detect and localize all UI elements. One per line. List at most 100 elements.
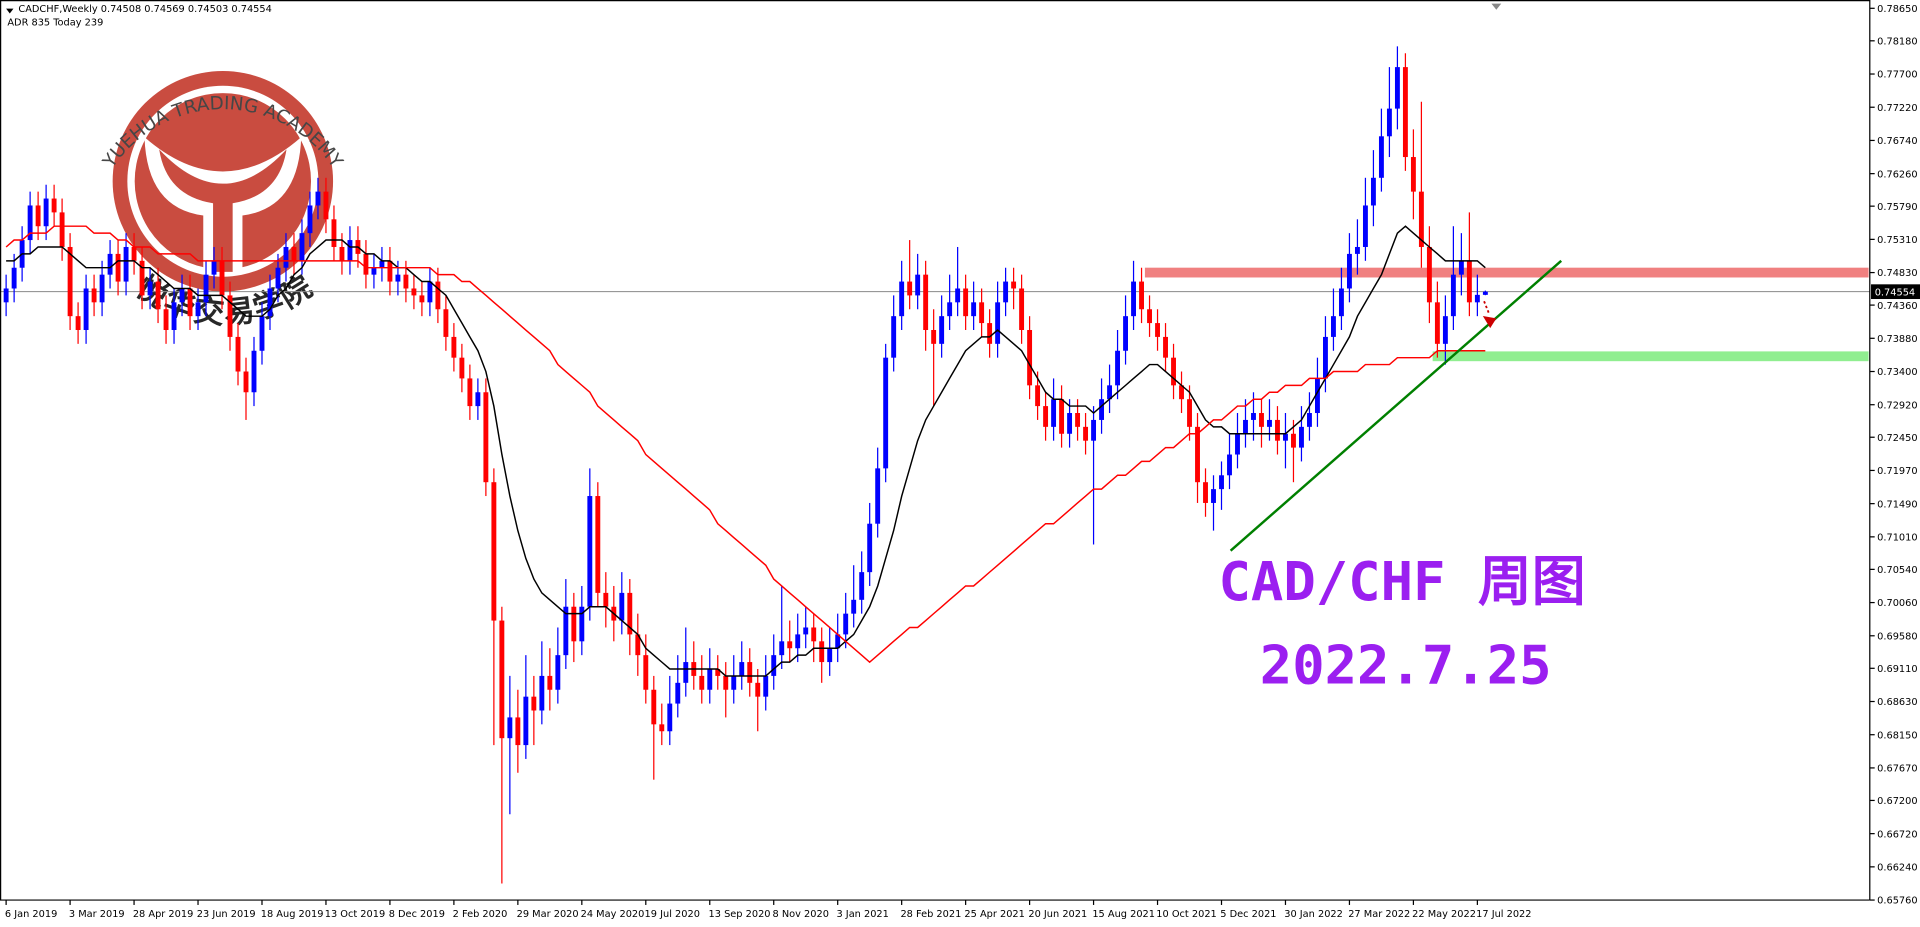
x-tick-label: 8 Dec 2019 [389, 909, 445, 920]
candle-body [1115, 350, 1121, 386]
candle-body [675, 682, 681, 704]
y-tick-label: 0.75790 [1877, 202, 1917, 213]
candle-body [123, 246, 129, 282]
y-tick-label: 0.78180 [1877, 36, 1917, 47]
x-tick-label: 15 Aug 2021 [1092, 909, 1155, 920]
candle-body [811, 627, 817, 642]
candle-body [1275, 419, 1280, 441]
menu-marker [6, 8, 14, 14]
candle-body [1354, 246, 1360, 254]
candle-body [1394, 67, 1400, 109]
candle-body [763, 675, 769, 697]
y-tick-label: 0.73400 [1877, 367, 1917, 378]
level-band [1144, 267, 1869, 278]
candle-body [1466, 260, 1472, 303]
candle-body [531, 696, 537, 711]
candle-body [499, 620, 505, 739]
y-tick-label: 0.73880 [1877, 334, 1917, 345]
candle-body [931, 329, 937, 344]
candle-body [1346, 253, 1352, 289]
candle-body [603, 592, 609, 607]
candle-body [859, 572, 865, 600]
price-tag-label: 0.74554 [1875, 287, 1915, 298]
y-tick-label: 0.78650 [1877, 4, 1917, 15]
candle-body [27, 205, 33, 241]
candle-body [595, 496, 601, 593]
candle-body [755, 682, 761, 697]
x-tick-label: 13 Sep 2020 [709, 909, 771, 920]
candle-body [1450, 274, 1456, 317]
y-tick-label: 0.65760 [1877, 896, 1917, 907]
y-tick-label: 0.76740 [1877, 136, 1917, 147]
x-tick-label: 18 Aug 2019 [261, 909, 324, 920]
candle-body [659, 724, 665, 732]
candle-body [643, 655, 649, 690]
x-tick-label: 24 May 2020 [581, 909, 645, 920]
candle-body [787, 641, 793, 649]
candle-body [1458, 260, 1464, 275]
candle-body [411, 288, 417, 296]
candle-body [1251, 413, 1256, 420]
candle-body [163, 309, 169, 330]
candle-body [363, 253, 369, 275]
candle-body [1003, 281, 1009, 303]
candle-body [395, 274, 401, 282]
candle-body [851, 599, 857, 614]
candle-body [1474, 294, 1480, 303]
candle-body [283, 246, 289, 268]
candle-body [523, 696, 529, 746]
candle-body [1123, 316, 1128, 351]
candle-body [547, 675, 553, 690]
candle-body [427, 281, 433, 303]
y-tick-label: 0.75310 [1877, 235, 1917, 246]
candle-body [35, 205, 41, 227]
candle-body [1155, 323, 1160, 337]
arrow [1483, 300, 1490, 314]
candle-body [835, 634, 841, 649]
x-tick-label: 20 Jun 2021 [1028, 909, 1087, 920]
annotation: 2022.7.25 [1260, 633, 1552, 696]
candle-body [771, 655, 777, 676]
candle-body [1378, 136, 1384, 178]
candle-body [555, 655, 561, 690]
y-tick-label: 0.66240 [1877, 863, 1917, 874]
candle-body [83, 288, 89, 330]
candle-body [995, 302, 1001, 344]
scroll-marker [1491, 3, 1502, 10]
candle-body [1370, 177, 1376, 206]
x-tick-label: 3 Mar 2019 [69, 909, 125, 920]
candle-body [475, 392, 481, 407]
candle-body [275, 267, 281, 289]
candle-body [1323, 336, 1328, 379]
chart-subtitle: ADR 835 Today 239 [7, 18, 103, 29]
candle-body [211, 260, 217, 275]
candle-body [491, 482, 497, 621]
candle-body [947, 302, 953, 317]
candle-body [1418, 191, 1424, 247]
x-tick-label: 30 Jan 2022 [1284, 909, 1343, 920]
candle-body [1107, 385, 1113, 400]
candle-body [1043, 406, 1049, 427]
x-tick-label: 25 Apr 2021 [964, 909, 1024, 920]
candle-body [235, 336, 241, 372]
candle-body [1386, 108, 1392, 137]
candle-body [1410, 157, 1416, 192]
candle-body [187, 288, 193, 317]
candle-body [619, 592, 625, 621]
candle-body [435, 281, 441, 310]
candle-body [1243, 419, 1248, 434]
x-tick-label: 28 Apr 2019 [133, 909, 193, 920]
arrow-head [1482, 315, 1497, 329]
level-band [1432, 351, 1869, 362]
candle-body [1338, 288, 1344, 317]
candle-body [483, 392, 489, 483]
y-tick-label: 0.70060 [1877, 598, 1917, 609]
candle-body [1067, 413, 1073, 434]
candle-body [1211, 489, 1216, 503]
candle-body [379, 260, 385, 268]
candle-body [883, 357, 889, 469]
candle-body [331, 219, 337, 247]
y-tick-label: 0.68150 [1877, 730, 1917, 741]
candle-body [339, 246, 345, 261]
